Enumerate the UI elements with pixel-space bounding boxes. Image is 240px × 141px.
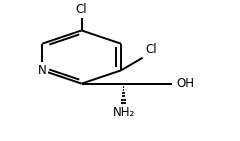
Text: Cl: Cl: [76, 3, 87, 16]
Text: N: N: [38, 64, 47, 77]
Text: NH₂: NH₂: [113, 106, 135, 119]
Text: OH: OH: [176, 77, 194, 90]
Text: Cl: Cl: [145, 43, 157, 56]
